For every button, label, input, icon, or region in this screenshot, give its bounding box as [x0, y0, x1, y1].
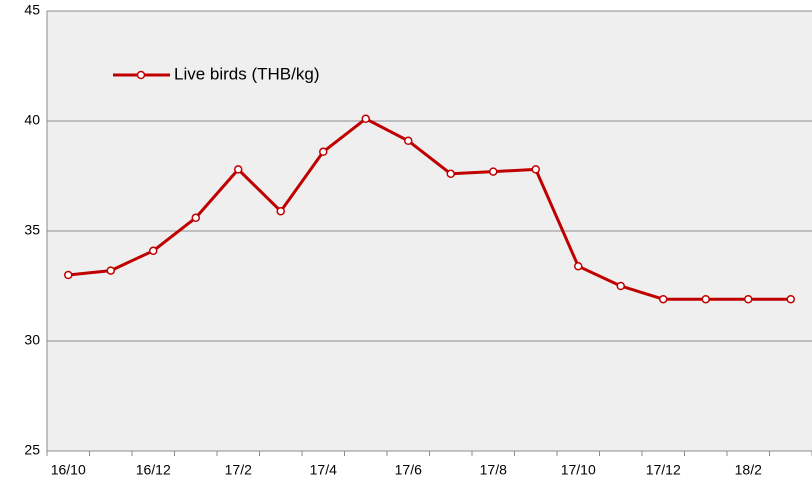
- marker: [404, 136, 413, 146]
- marker: [234, 165, 243, 174]
- x-tick-label: 17/6: [395, 462, 422, 478]
- marker: [191, 213, 200, 223]
- y-tick-label: 35: [24, 222, 40, 238]
- marker: [744, 294, 753, 304]
- y-tick-label: 40: [24, 112, 40, 128]
- marker: [786, 294, 795, 304]
- legend-label: Live birds (THB/kg): [174, 64, 319, 83]
- x-tick-label: 16/10: [51, 462, 86, 478]
- marker: [106, 266, 115, 275]
- marker: [361, 114, 370, 124]
- x-tick-label: 17/10: [561, 462, 596, 478]
- marker: [701, 294, 710, 304]
- marker: [276, 206, 285, 216]
- marker: [149, 246, 158, 256]
- x-tick-label: 17/8: [480, 462, 507, 478]
- marker: [531, 165, 540, 174]
- x-tick-label: 16/12: [136, 462, 171, 478]
- x-tick-label: 18/2: [735, 462, 762, 478]
- marker: [446, 169, 455, 179]
- series-line: [68, 117, 791, 301]
- marker: [574, 261, 583, 271]
- marker: [64, 270, 73, 280]
- marker: [616, 281, 625, 291]
- marker: [659, 294, 668, 304]
- y-tick-label: 30: [24, 332, 40, 348]
- marker: [319, 147, 328, 157]
- y-tick-label: 25: [24, 442, 40, 458]
- y-tick-label: 45: [24, 2, 40, 18]
- x-tick-label: 17/2: [225, 462, 252, 478]
- marker: [489, 167, 498, 176]
- legend-marker: [136, 70, 146, 80]
- x-tick-label: 17/12: [646, 462, 681, 478]
- x-tick-label: 17/4: [310, 462, 337, 478]
